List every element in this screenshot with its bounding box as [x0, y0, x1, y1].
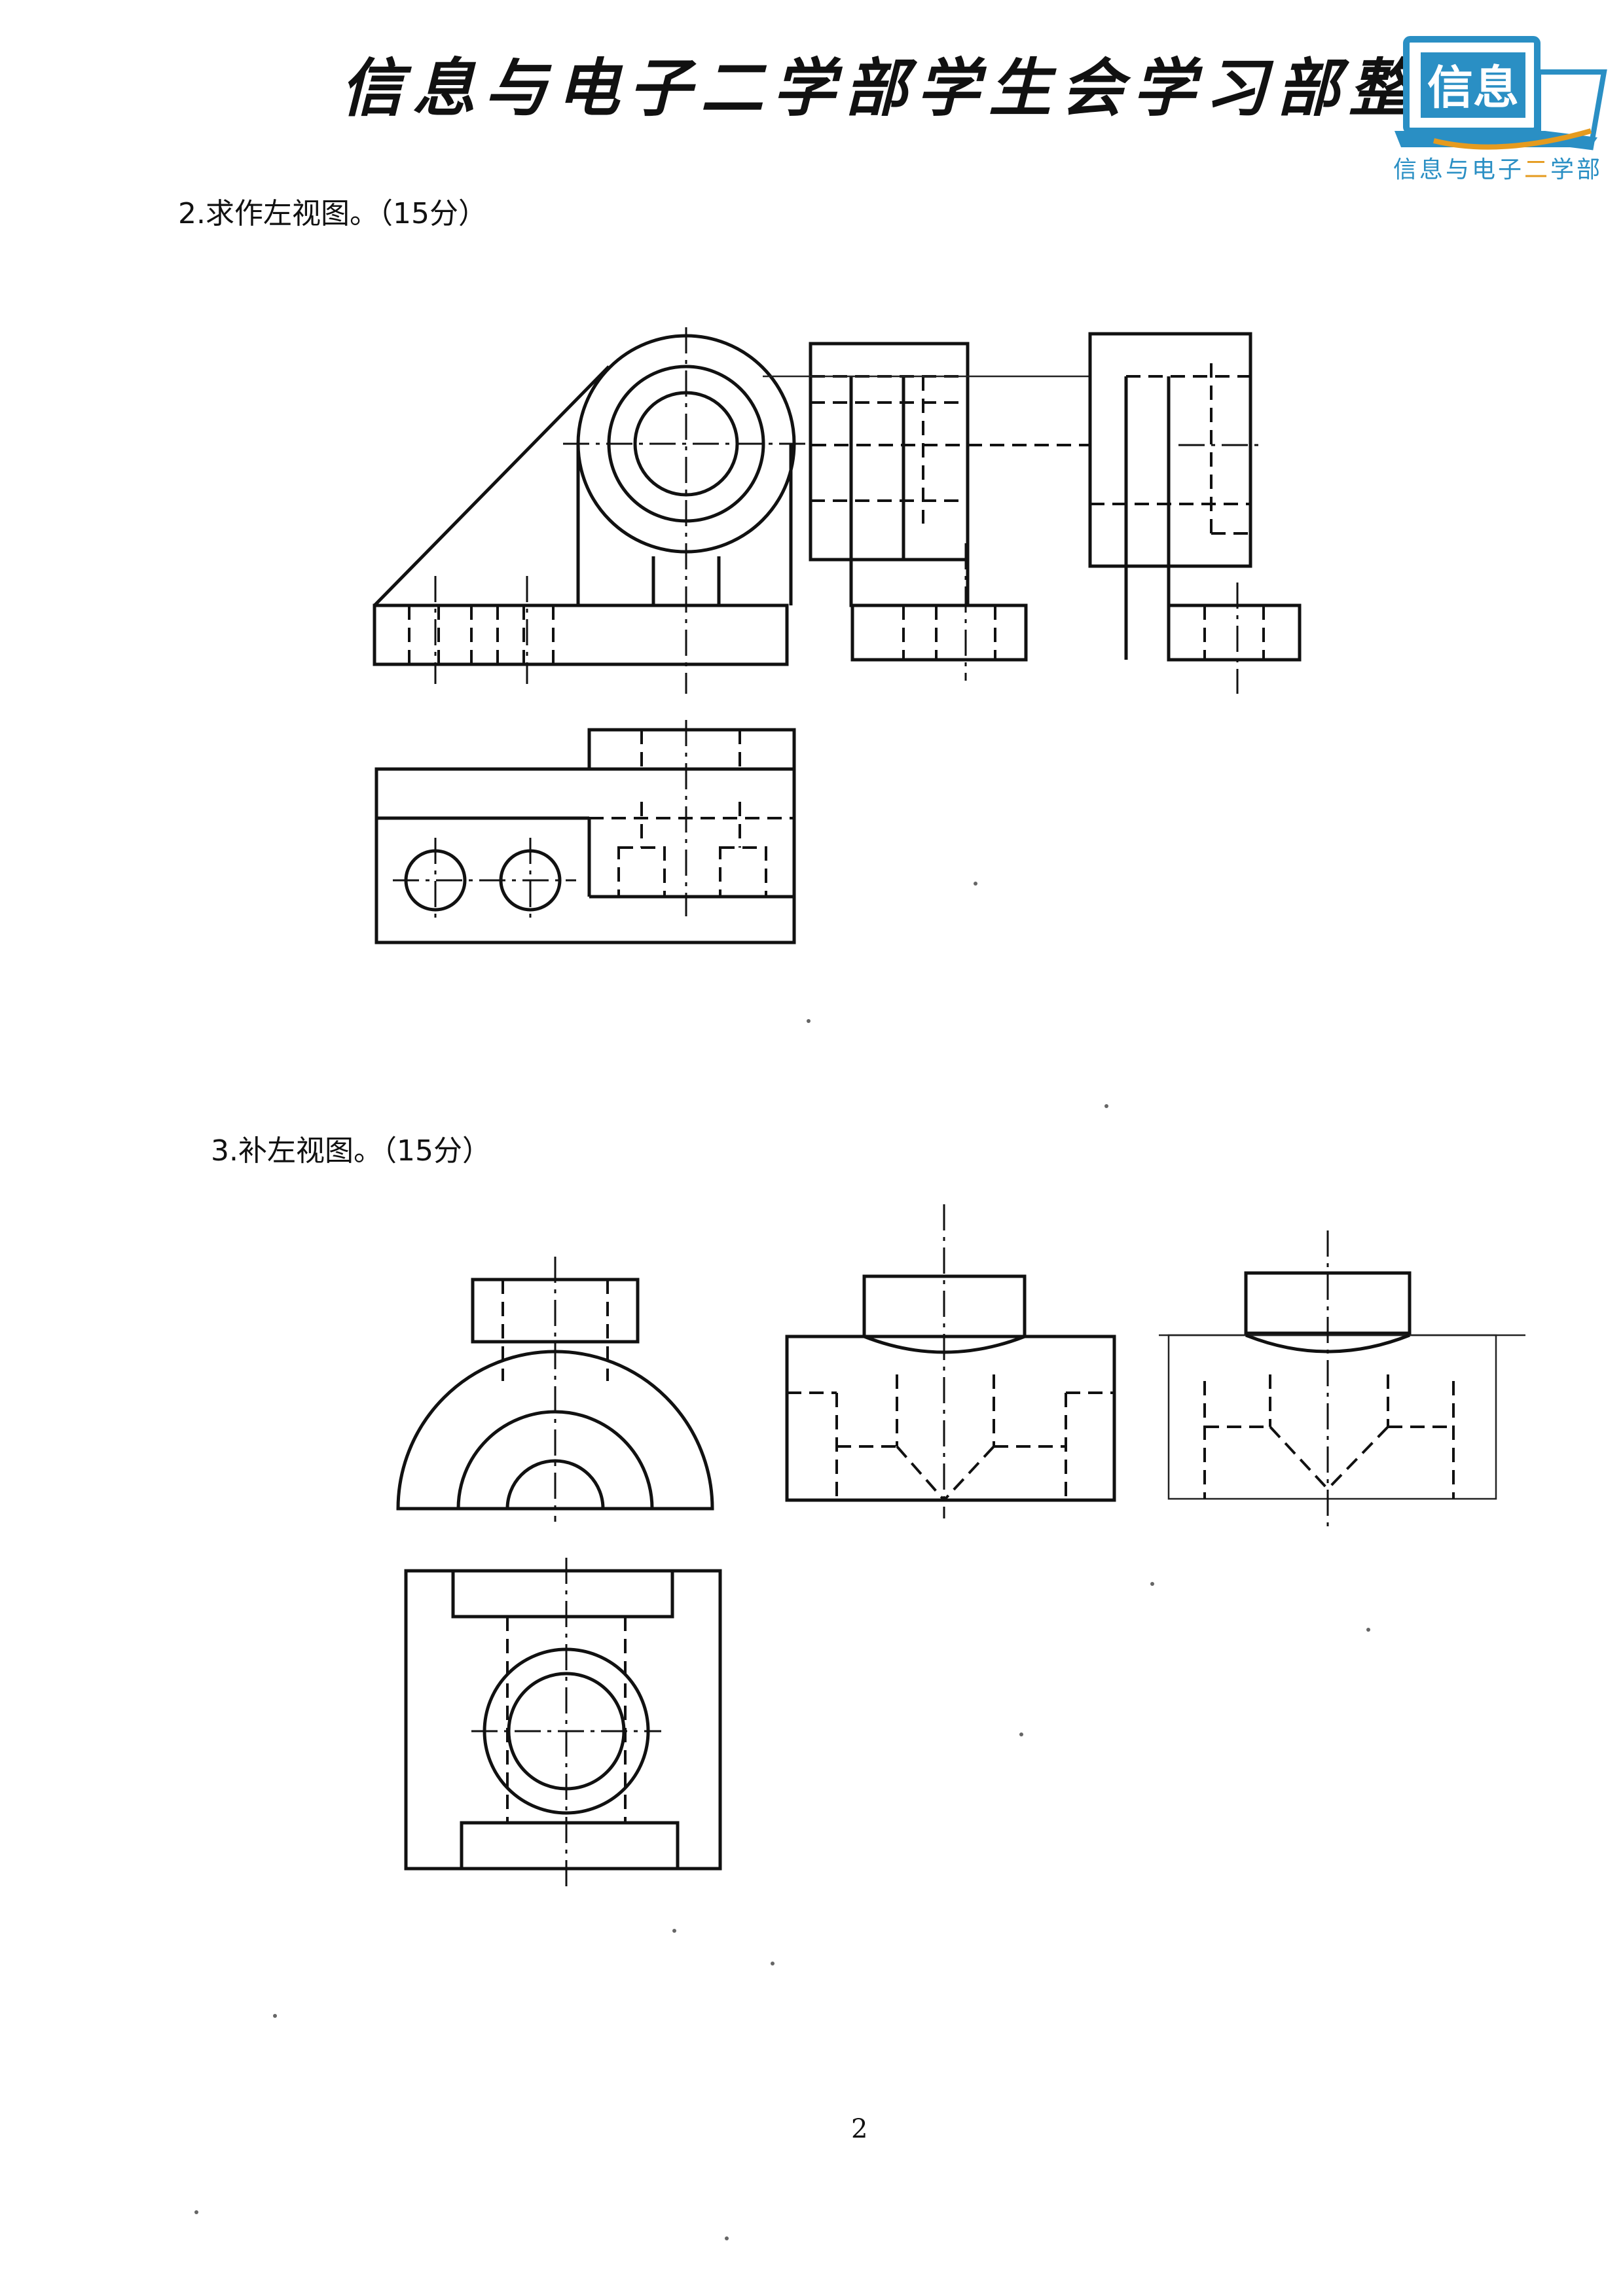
logo-badge-text: 信息 [1427, 61, 1519, 115]
scan-noise [194, 882, 1370, 2240]
department-logo: 信息 [1395, 36, 1607, 151]
logo-caption: 信息与电子二学部 [1393, 156, 1603, 183]
page-number: 2 [851, 2114, 868, 2144]
q3-side-view-2 [1159, 1230, 1525, 1532]
q2-front-view [373, 327, 812, 694]
q3-side-view-1 [785, 1204, 1116, 1518]
question-3-label: 3.补左视图。（15分） [211, 1134, 491, 1168]
q2-top-view [374, 720, 796, 944]
q3-front-view [396, 1257, 714, 1522]
question-2-label: 2.求作左视图。（15分） [178, 197, 487, 230]
q2-side-view-2 [1088, 332, 1302, 694]
q2-side-view-1 [763, 342, 1090, 681]
q3-top-view [404, 1558, 722, 1888]
